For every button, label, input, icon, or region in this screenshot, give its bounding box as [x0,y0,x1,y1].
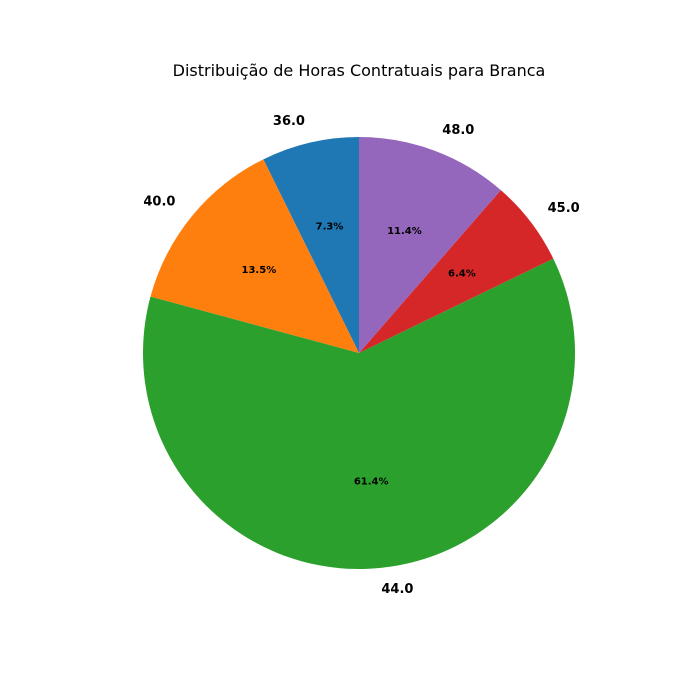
pie-slice-45-0 [359,190,554,353]
pie-slice-36-0 [263,137,359,353]
pie-slice-48-0 [359,137,501,353]
pie-slices [143,137,576,570]
pie-labels: 36.0 7.3% 40.0 13.5% 44.0 61.4% 45.0 6.4% 48.0 11… [143,114,579,597]
pie-slice-44-0 [143,258,576,570]
chart-title: Distribuição de Horas Contratuais para B… [173,61,546,80]
category-label: 36.0 [273,114,305,129]
category-label: 44.0 [381,582,413,597]
percent-label: 7.3% [316,221,344,232]
category-label: 45.0 [548,201,580,216]
category-label: 48.0 [442,123,474,138]
percent-label: 6.4% [448,269,476,280]
pie-slice-40-0 [150,159,359,353]
category-label: 40.0 [143,195,175,210]
percent-label: 13.5% [242,265,277,276]
percent-label: 61.4% [354,477,389,488]
percent-label: 11.4% [387,226,422,237]
